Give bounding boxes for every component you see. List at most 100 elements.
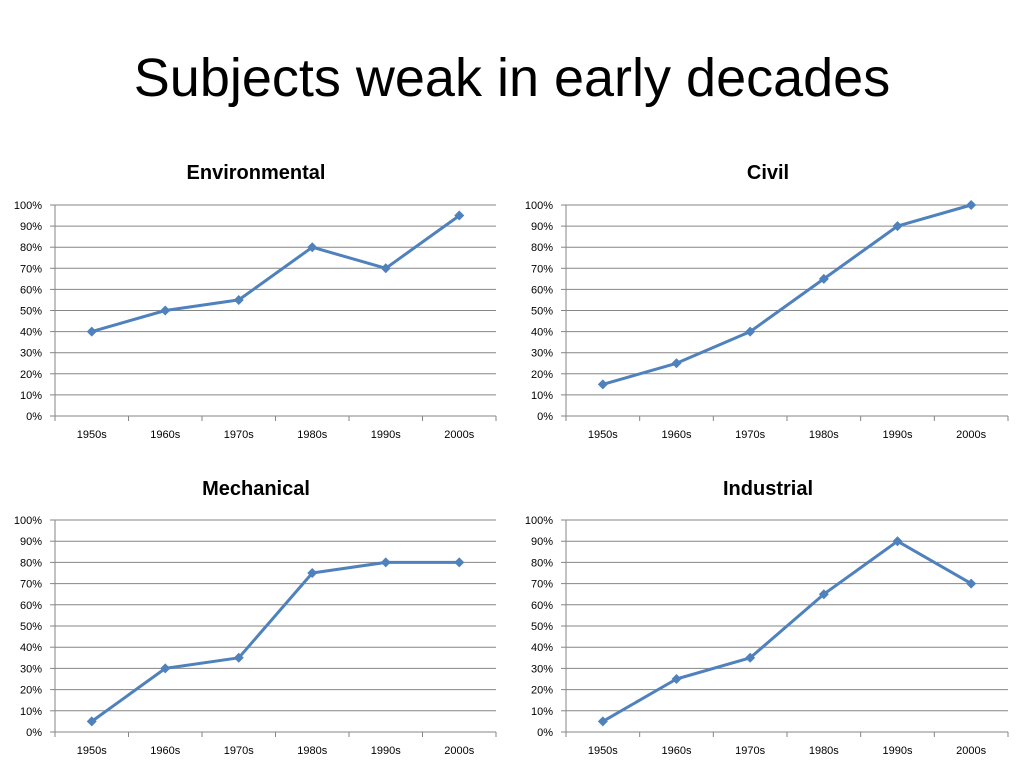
x-tick-label: 1970s [735, 429, 765, 441]
y-tick-label: 40% [531, 642, 553, 654]
series-line [91, 214, 461, 334]
y-tick-label: 20% [531, 369, 553, 381]
y-tick-label: 50% [531, 306, 553, 318]
x-tick-label: 1970s [224, 745, 254, 757]
y-tick-label: 30% [20, 663, 42, 675]
x-tick-label: 1960s [150, 745, 180, 757]
chart-title: Industrial [723, 478, 813, 500]
data-point [966, 200, 977, 210]
data-point [671, 358, 682, 369]
data-point [307, 242, 318, 253]
y-tick-label: 0% [26, 727, 42, 739]
x-tick-label: 1950s [588, 429, 618, 441]
data-point [892, 221, 903, 232]
y-tick-label: 70% [20, 263, 42, 275]
chart-panel-3: Industrial 0% 10% 20% 30% 40% 50% 60% 70% 80% 90% 1… [525, 478, 1009, 757]
x-tick-label: 2000s [444, 745, 474, 757]
y-tick-label: 50% [20, 306, 42, 318]
y-tick-label: 90% [531, 536, 553, 548]
y-tick-label: 70% [531, 263, 553, 275]
y-tick-label: 50% [20, 621, 42, 633]
x-tick-label: 2000s [444, 429, 474, 441]
y-tick-label: 20% [20, 369, 42, 381]
y-tick-label: 10% [20, 706, 42, 718]
data-point [86, 716, 97, 727]
y-tick-label: 20% [20, 685, 42, 697]
x-tick-label: 1990s [371, 429, 401, 441]
data-point [597, 716, 608, 727]
y-tick-label: 80% [531, 557, 553, 569]
y-tick-label: 90% [531, 221, 553, 233]
y-tick-label: 0% [537, 727, 553, 739]
chart-panel-1: Civil 0% 10% 20% 30% 40% 50% 60% 70% 80% 90% 100% 19… [525, 162, 1009, 441]
x-tick-label: 1950s [588, 745, 618, 757]
data-point [745, 652, 756, 663]
y-tick-label: 70% [20, 579, 42, 591]
data-point [86, 326, 97, 337]
y-tick-label: 40% [20, 642, 42, 654]
y-tick-label: 30% [531, 348, 553, 360]
y-tick-label: 100% [525, 200, 553, 212]
y-tick-label: 100% [14, 200, 42, 212]
y-tick-label: 10% [531, 390, 553, 402]
chart-panel-0: Environmental 0% 10% 20% 30% 40% 50% 60% 70% 80% 9… [14, 162, 497, 441]
y-tick-label: 60% [531, 284, 553, 296]
data-point [745, 326, 756, 337]
data-point [818, 273, 829, 284]
data-point [892, 536, 903, 547]
data-point [454, 210, 465, 221]
y-tick-label: 100% [525, 515, 553, 527]
data-point [671, 674, 682, 684]
data-point [160, 305, 171, 316]
x-tick-label: 1970s [735, 745, 765, 757]
y-tick-label: 10% [20, 390, 42, 402]
y-tick-label: 90% [20, 536, 42, 548]
chart-title: Environmental [187, 162, 326, 184]
x-tick-label: 1980s [809, 429, 839, 441]
x-tick-label: 1980s [809, 745, 839, 757]
x-tick-label: 1960s [662, 429, 692, 441]
x-tick-label: 1980s [297, 429, 327, 441]
data-point [380, 263, 391, 274]
data-point [160, 663, 171, 674]
y-tick-label: 60% [20, 600, 42, 612]
data-point [233, 652, 244, 663]
y-tick-label: 40% [531, 327, 553, 339]
y-tick-label: 0% [26, 411, 42, 423]
y-tick-label: 80% [531, 242, 553, 254]
x-tick-label: 1950s [77, 745, 107, 757]
x-tick-label: 1970s [224, 429, 254, 441]
x-tick-label: 1960s [150, 429, 180, 441]
x-tick-label: 1990s [883, 745, 913, 757]
chart-title: Civil [747, 162, 789, 184]
x-tick-label: 1990s [371, 745, 401, 757]
y-tick-label: 70% [531, 579, 553, 591]
y-tick-label: 80% [20, 242, 42, 254]
data-point [233, 294, 244, 305]
y-tick-label: 0% [537, 411, 553, 423]
y-tick-label: 30% [531, 663, 553, 675]
x-tick-label: 1990s [883, 429, 913, 441]
y-tick-label: 10% [531, 706, 553, 718]
y-tick-label: 80% [20, 557, 42, 569]
y-tick-label: 60% [531, 600, 553, 612]
y-tick-label: 100% [14, 515, 42, 527]
y-tick-label: 90% [20, 221, 42, 233]
x-tick-label: 1980s [297, 745, 327, 757]
x-tick-label: 1950s [77, 429, 107, 441]
y-tick-label: 50% [531, 621, 553, 633]
data-point [597, 379, 608, 390]
data-point [818, 589, 829, 600]
y-tick-label: 20% [531, 685, 553, 697]
data-point [454, 557, 465, 568]
data-point [966, 578, 977, 589]
data-point [380, 557, 391, 568]
slide-title: Subjects weak in early decades [133, 48, 891, 108]
x-tick-label: 1960s [662, 745, 692, 757]
series-line [602, 539, 972, 723]
y-tick-label: 60% [20, 284, 42, 296]
x-tick-label: 2000s [956, 429, 986, 441]
series-line [602, 203, 972, 386]
chart-title: Mechanical [202, 478, 310, 500]
